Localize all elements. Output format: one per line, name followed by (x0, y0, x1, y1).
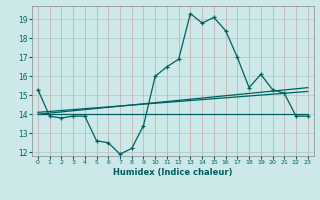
X-axis label: Humidex (Indice chaleur): Humidex (Indice chaleur) (113, 168, 233, 177)
